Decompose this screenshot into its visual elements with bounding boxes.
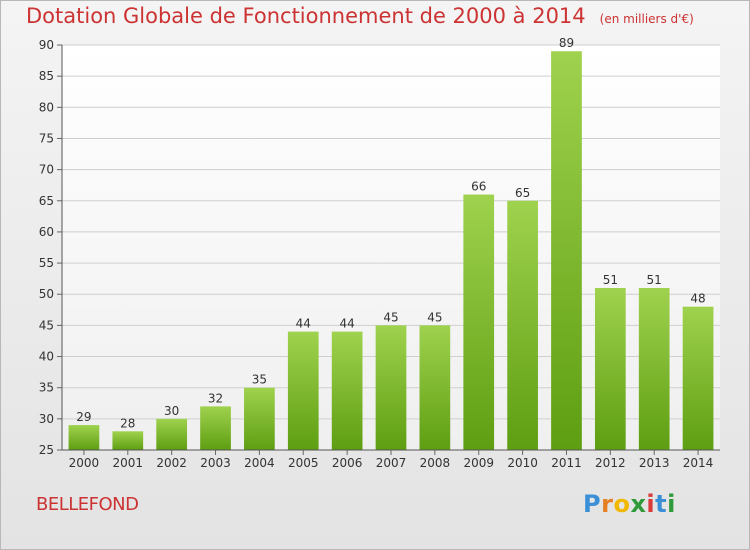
chart-title-text: Dotation Globale de Fonctionnement de 20…: [26, 4, 586, 28]
x-tick-label: 2007: [376, 456, 407, 470]
bar-value-label: 45: [427, 310, 442, 324]
axes: 25 30 35 40 45 50 55 60 65 70 75 80 85 90 2000 2001 2002…: [39, 38, 720, 470]
y-tick-label: 85: [39, 69, 54, 83]
y-tick-label: 65: [39, 194, 54, 208]
y-tick-label: 30: [39, 412, 54, 426]
x-tick-label: 2002: [156, 456, 187, 470]
logo-letter: i: [667, 490, 676, 518]
y-tick-label: 55: [39, 256, 54, 270]
chart-unit: (en milliers d'€): [599, 12, 694, 26]
bar-value-label: 65: [515, 186, 530, 200]
y-tick-label: 75: [39, 131, 54, 145]
bar: [112, 431, 144, 450]
bar-value-label: 48: [690, 292, 705, 306]
bar: [682, 306, 714, 450]
x-tick-label: 2014: [683, 456, 714, 470]
bar: [375, 325, 407, 450]
x-tick-label: 2005: [288, 456, 319, 470]
bar-value-label: 51: [603, 273, 618, 287]
y-tick-label: 25: [39, 443, 54, 457]
x-tick-label: 2001: [113, 456, 144, 470]
bar: [68, 425, 100, 450]
bar-value-label: 44: [339, 317, 354, 331]
y-tick-label: 70: [39, 163, 54, 177]
commune-name: BELLEFOND: [36, 494, 139, 515]
logo-letter: x: [630, 490, 647, 518]
bar-value-label: 30: [164, 404, 179, 418]
bar-value-label: 28: [120, 416, 135, 430]
proxiti-logo[interactable]: Proxiti: [583, 490, 676, 518]
bar: [419, 325, 451, 450]
bar: [156, 418, 188, 450]
y-tick-label: 40: [39, 350, 54, 364]
bar-value-label: 29: [76, 410, 91, 424]
y-tick-label: 50: [39, 287, 54, 301]
bars: 29 28 30 32 35 44 44 45 45 66 65 89 51 51 48: [68, 36, 714, 450]
bar-value-label: 44: [296, 317, 311, 331]
bar: [331, 331, 363, 450]
x-tick-label: 2004: [244, 456, 275, 470]
bar-value-label: 35: [252, 373, 267, 387]
bar: [244, 387, 275, 450]
bar: [463, 194, 495, 450]
x-tick-label: 2008: [420, 456, 451, 470]
x-tick-label: 2003: [200, 456, 231, 470]
bar: [200, 406, 231, 450]
bar: [287, 331, 319, 450]
bar-value-label: 45: [383, 310, 398, 324]
y-tick-label: 90: [39, 38, 54, 52]
y-tick-label: 80: [39, 100, 54, 114]
x-tick-label: 2006: [332, 456, 363, 470]
bar-value-label: 32: [208, 391, 223, 405]
bar-value-label: 89: [559, 36, 574, 50]
y-tick-label: 45: [39, 318, 54, 332]
bar: [638, 288, 670, 450]
bar-value-label: 51: [647, 273, 662, 287]
x-tick-label: 2013: [639, 456, 670, 470]
x-tick-label: 2009: [463, 456, 494, 470]
bar: [507, 200, 538, 450]
x-tick-label: 2012: [595, 456, 626, 470]
x-tick-label: 2000: [69, 456, 100, 470]
y-tick-label: 35: [39, 381, 54, 395]
chart-title: Dotation Globale de Fonctionnement de 20…: [26, 4, 694, 28]
x-tick-label: 2011: [551, 456, 582, 470]
bar: [551, 51, 582, 450]
bar: [594, 288, 626, 450]
y-tick-label: 60: [39, 225, 54, 239]
bar-value-label: 66: [471, 180, 486, 194]
logo-letter: o: [613, 490, 631, 518]
logo-letter: i: [646, 490, 656, 518]
logo-letter: P: [583, 490, 602, 518]
logo-letter: t: [655, 490, 668, 518]
logo-letter: r: [601, 490, 614, 518]
x-tick-label: 2010: [507, 456, 538, 470]
